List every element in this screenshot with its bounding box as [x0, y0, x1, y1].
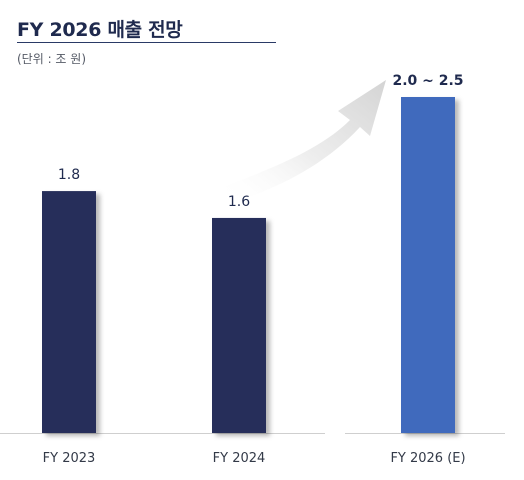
value-label-2: 1.6: [228, 194, 250, 210]
title-underline: [17, 42, 276, 43]
value-label-3: 2.0 ~ 2.5: [392, 73, 463, 89]
growth-arrow: [226, 80, 386, 203]
bars-group: [42, 97, 455, 433]
unit-note: (단위 : 조 원): [17, 52, 87, 66]
x-tick-label-3: FY 2026 (E): [390, 451, 465, 466]
bar-2: [212, 217, 266, 433]
x-tick-label-2: FY 2024: [213, 451, 266, 466]
bar-3: [401, 97, 455, 433]
value-label-1: 1.8: [58, 167, 80, 183]
chart-title: FY 2026 매출 전망: [17, 19, 183, 41]
bar-1: [42, 191, 96, 433]
x-tick-label-1: FY 2023: [43, 451, 96, 466]
labels-group: 1.8 FY 2023 1.6 FY 2024 2.0 ~ 2.5 FY 2026 (E): [43, 73, 466, 466]
